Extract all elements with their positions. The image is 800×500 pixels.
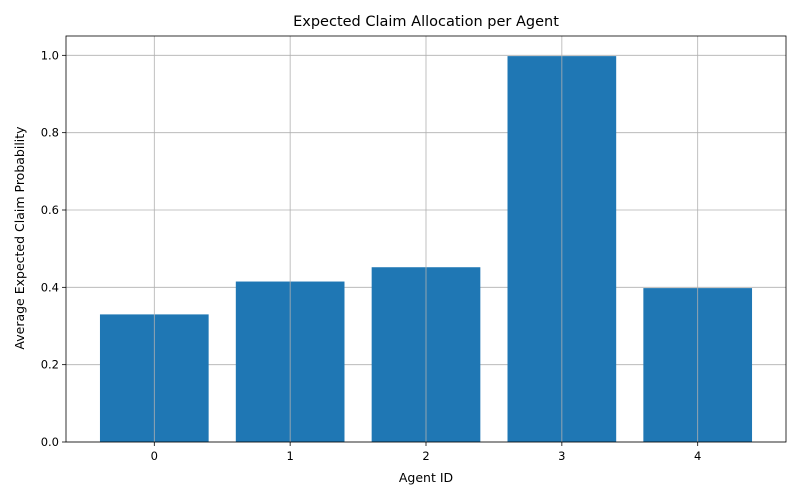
y-tick-label: 0.6 bbox=[41, 203, 59, 217]
y-tick-label: 0.0 bbox=[41, 435, 59, 449]
x-tick-label: 2 bbox=[422, 449, 429, 463]
y-axis-label: Average Expected Claim Probability bbox=[12, 126, 27, 350]
y-tick-label: 0.8 bbox=[41, 126, 59, 140]
x-tick-label: 4 bbox=[694, 449, 701, 463]
x-tick-label: 3 bbox=[558, 449, 565, 463]
y-tick-label: 1.0 bbox=[41, 48, 59, 62]
bars-layer bbox=[99, 36, 753, 443]
x-tick-label: 1 bbox=[286, 449, 293, 463]
y-tick-label: 0.2 bbox=[41, 358, 59, 372]
x-axis-label: Agent ID bbox=[399, 470, 453, 485]
ticks-layer: 0.0 0.2 0.4 0.6 0.8 1.0 0 1 2 3 4 bbox=[41, 48, 702, 463]
y-tick-label: 0.4 bbox=[41, 280, 59, 294]
chart-title: Expected Claim Allocation per Agent bbox=[293, 14, 559, 30]
x-tick-label: 0 bbox=[151, 449, 158, 463]
